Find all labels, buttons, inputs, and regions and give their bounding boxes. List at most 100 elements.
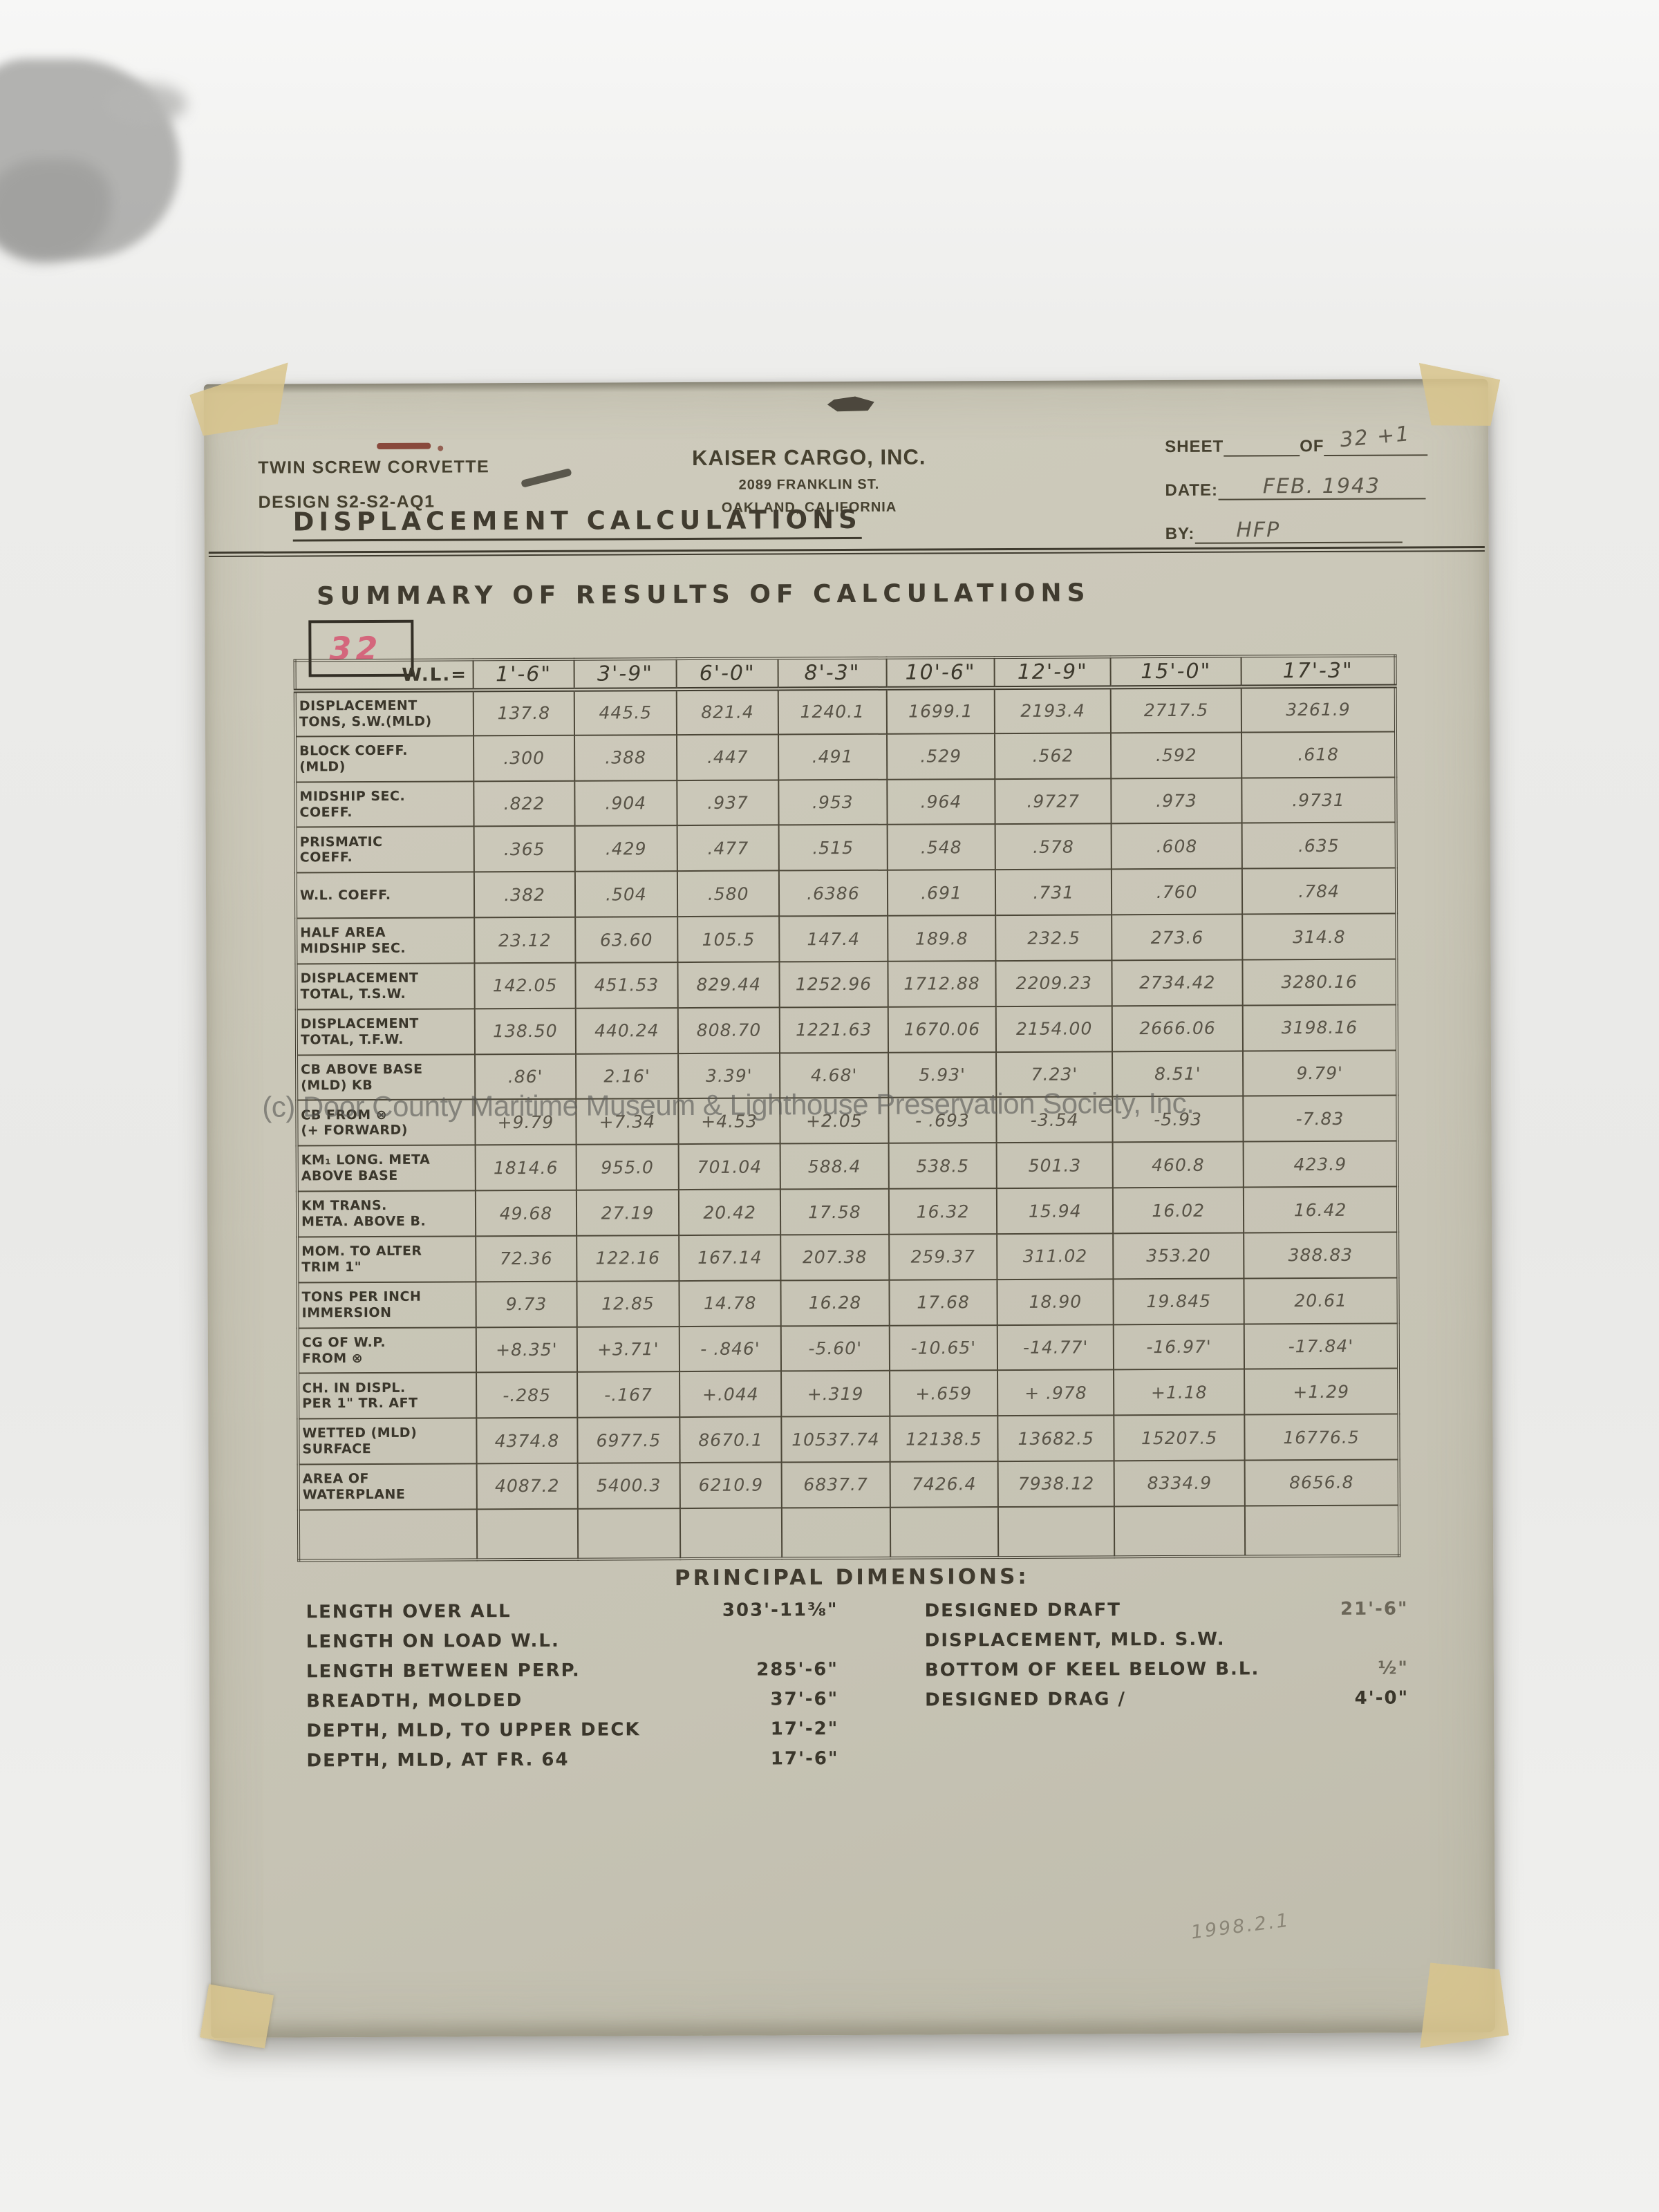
dimension-row: DEPTH, MLD, AT FR. 64 17'-6" — [306, 1748, 859, 1771]
table-row — [298, 1505, 1400, 1561]
principal-dimensions-heading: PRINCIPAL DIMENSIONS: — [674, 1564, 1029, 1591]
dimension-label: LENGTH ON LOAD W.L. — [306, 1630, 560, 1653]
table-cell: +1.18 — [1114, 1369, 1245, 1416]
table-cell: 6977.5 — [577, 1417, 680, 1463]
table-row: CB FROM ⊗ (+ FORWARD) +9.79 +7.34 +4.53 +2.0… — [297, 1095, 1398, 1146]
table-cell — [577, 1508, 681, 1559]
table-cell: -16.97' — [1113, 1324, 1245, 1370]
tape-corner — [200, 1984, 274, 2049]
table-cell: +1.29 — [1244, 1368, 1399, 1415]
table-cell: .822 — [474, 780, 575, 827]
dimension-value: 17'-6" — [770, 1748, 839, 1770]
table-cell: .382 — [474, 872, 575, 918]
table-cell: 2154.00 — [996, 1006, 1113, 1052]
table-cell: .477 — [677, 825, 779, 872]
table-cell: 17.68 — [889, 1279, 998, 1326]
table-cell: 72.36 — [476, 1235, 577, 1282]
table-cell: 189.8 — [887, 915, 996, 962]
staple-mark — [827, 395, 874, 413]
table-cell — [680, 1508, 782, 1559]
table-cell: 8334.9 — [1114, 1460, 1245, 1507]
dimension-value: 4'-0" — [1354, 1687, 1409, 1709]
table-cell: 16.02 — [1113, 1187, 1244, 1234]
table-cell: .491 — [778, 733, 887, 780]
table-cell: +8.35' — [476, 1327, 577, 1373]
waterline-column-header: 10'-6" — [886, 657, 995, 688]
row-label: BLOCK COEFF. (MLD) — [295, 735, 474, 782]
vessel-name: TWIN SCREW CORVETTE — [258, 457, 490, 478]
table-row: MOM. TO ALTER TRIM 1" 72.36 122.16 167.14 20… — [297, 1232, 1398, 1283]
table-cell: 259.37 — [888, 1234, 997, 1280]
table-row: KM TRANS. META. ABOVE B. 49.68 27.19 20.42 1… — [297, 1186, 1398, 1237]
table-cell: +4.53 — [678, 1098, 780, 1145]
table-cell: .578 — [995, 823, 1112, 870]
table-cell — [1244, 1505, 1400, 1557]
table-cell: .86' — [475, 1053, 576, 1100]
dimension-value: 37'-6" — [770, 1689, 839, 1710]
table-cell: 701.04 — [678, 1143, 780, 1190]
dimension-row: LENGTH OVER ALL 303'-11⅜" — [306, 1600, 859, 1622]
paper-edge-shadow — [203, 378, 1488, 395]
table-cell: 451.53 — [575, 962, 678, 1009]
table-row: MIDSHIP SEC. COEFF. .822.904.937.953.964.… — [295, 777, 1396, 827]
table-cell: 3261.9 — [1241, 686, 1396, 733]
table-cell: 388.83 — [1244, 1232, 1398, 1279]
results-table-head: W.L.= 1'-6" 3'-9" 6'-0" 8'-3" 10'-6" 12'-9" 15'… — [294, 655, 1396, 691]
pencil-mark — [521, 467, 572, 488]
row-label: CB FROM ⊗ (+ FORWARD) — [297, 1099, 476, 1146]
dimension-label: BREADTH, MOLDED — [306, 1690, 523, 1712]
accession-number: 1998.2.1 — [1190, 1909, 1292, 1944]
red-stamp-mark — [377, 442, 431, 449]
of-label: OF — [1300, 436, 1324, 456]
table-cell: 16776.5 — [1244, 1414, 1399, 1461]
dimension-value: 21'-6" — [1340, 1598, 1409, 1620]
table-cell: 10537.74 — [781, 1416, 890, 1463]
results-table: W.L.= 1'-6" 3'-9" 6'-0" 8'-3" 10'-6" 12'-9" 15'… — [293, 654, 1401, 1562]
table-cell: 3280.16 — [1242, 959, 1397, 1006]
table-cell: +3.71' — [577, 1326, 680, 1373]
table-cell: 423.9 — [1243, 1141, 1398, 1188]
table-cell: .760 — [1112, 868, 1243, 915]
table-cell: 8.51' — [1112, 1051, 1244, 1097]
table-cell: -14.77' — [997, 1324, 1114, 1371]
table-cell: .618 — [1241, 731, 1396, 778]
wall-paint-smudge — [104, 83, 187, 124]
sheet-number-rule: 32 +1 — [1324, 422, 1428, 456]
dimension-label: DESIGNED DRAFT — [924, 1600, 1122, 1622]
table-cell: .429 — [574, 825, 678, 872]
dimension-row: DESIGNED DRAG / 4'-0" — [877, 1687, 1430, 1710]
table-cell: -3.54 — [996, 1096, 1113, 1143]
dimension-label: LENGTH OVER ALL — [306, 1601, 512, 1623]
table-cell: .388 — [574, 734, 677, 781]
table-cell — [890, 1506, 999, 1558]
wl-corner-label: W.L.= — [294, 659, 474, 691]
table-cell: 8670.1 — [679, 1416, 782, 1463]
results-table-body: DISPLACEMENT TONS, S.W.(MLD) 137.8 445.5 82… — [294, 686, 1400, 1561]
table-cell: 15.94 — [997, 1188, 1114, 1235]
table-cell: 2209.23 — [995, 960, 1112, 1006]
row-label: DISPLACEMENT TONS, S.W.(MLD) — [294, 690, 474, 737]
table-cell: 20.42 — [679, 1189, 781, 1236]
table-cell: 13682.5 — [997, 1415, 1114, 1462]
table-cell: 2734.42 — [1112, 959, 1243, 1006]
dimension-label: DEPTH, MLD, AT FR. 64 — [306, 1749, 570, 1772]
table-cell: 2717.5 — [1110, 686, 1242, 733]
table-cell: 207.38 — [780, 1234, 890, 1281]
table-cell: 16.28 — [780, 1280, 890, 1327]
table-cell: .937 — [677, 780, 779, 826]
principal-dimensions-left: LENGTH OVER ALL 303'-11⅜" LENGTH ON LOAD W… — [306, 1600, 859, 1780]
table-cell: .529 — [886, 733, 995, 780]
table-row: CB ABOVE BASE (MLD) KB .86' 2.16' 3.39' 4.68… — [297, 1050, 1398, 1100]
table-cell: 2193.4 — [995, 687, 1112, 733]
table-row: CH. IN DISPL. PER 1" TR. AFT -.285 -.167 +.… — [298, 1368, 1399, 1419]
dimension-label: DEPTH, MLD, TO UPPER DECK — [306, 1719, 641, 1742]
table-cell: 4.68' — [780, 1052, 889, 1098]
dimension-value: 285'-6" — [756, 1659, 838, 1680]
tape-corner — [1407, 363, 1501, 438]
table-cell: +.044 — [679, 1371, 782, 1418]
table-cell: 1221.63 — [779, 1006, 888, 1053]
table-cell: 821.4 — [676, 688, 779, 735]
table-cell: 18.90 — [997, 1279, 1114, 1325]
table-cell: 122.16 — [576, 1235, 679, 1282]
dimension-label: DESIGNED DRAG / — [925, 1689, 1127, 1711]
